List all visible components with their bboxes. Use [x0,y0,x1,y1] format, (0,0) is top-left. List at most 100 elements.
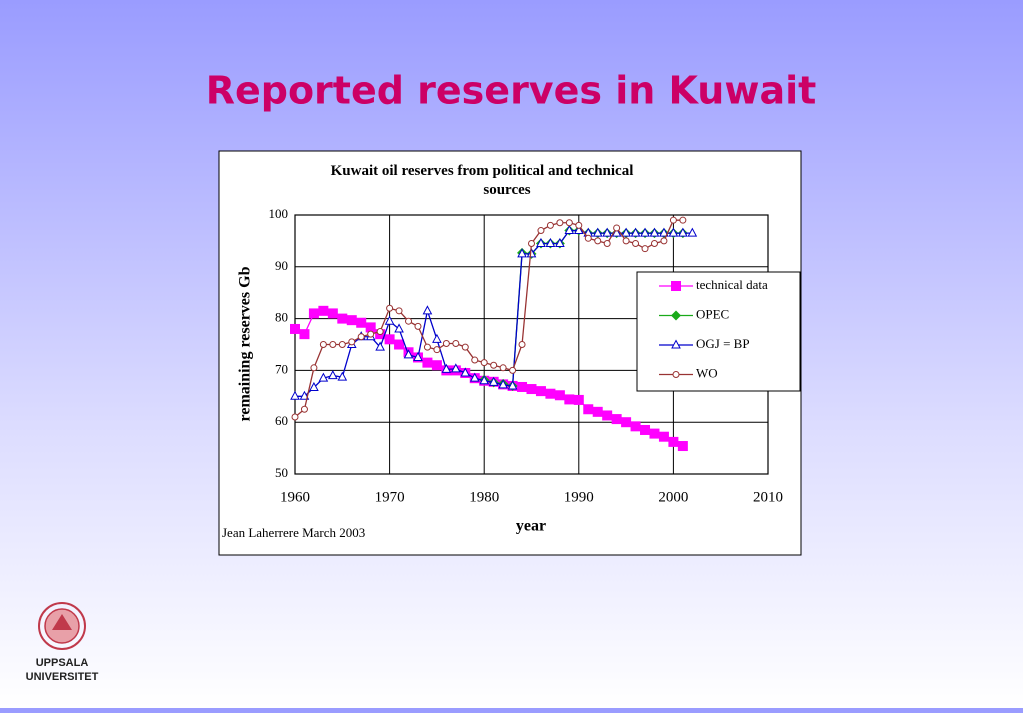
marker [669,216,677,224]
logo-text: UNIVERSITET [26,671,99,683]
x-tick-label: 1980 [469,489,499,505]
legend-box [636,271,801,392]
marker [348,338,356,346]
marker [309,381,319,391]
marker [564,224,575,235]
marker [518,341,526,348]
y-tick-label: 70 [275,361,288,376]
marker [641,245,649,253]
marker [328,370,338,380]
marker [375,341,385,351]
marker [290,390,300,400]
legend-marker [671,310,681,321]
marker [535,386,546,397]
marker [526,248,537,258]
marker [423,343,431,351]
marker [413,351,423,361]
marker [545,388,556,399]
legend-label: OPEC [696,306,729,321]
marker [290,323,300,334]
logo-text: UPPSALA [36,657,89,669]
marker [602,227,613,237]
legend-marker [671,339,681,349]
marker [498,379,508,389]
x-tick-label: 1970 [375,489,405,505]
marker [337,313,348,324]
legend-marker [672,371,680,378]
marker [592,406,603,417]
marker [640,424,651,435]
marker [461,343,469,351]
marker [403,349,414,359]
marker [357,333,365,341]
marker [659,227,669,237]
marker [509,366,517,374]
marker [394,339,405,350]
marker [575,221,583,229]
legend-marker [671,281,681,291]
marker [640,227,650,237]
logo: UPPSALA UNIVERSITET [26,602,99,683]
legend-label: technical data [696,277,768,292]
marker [433,346,441,354]
marker [308,308,319,319]
marker [649,227,660,237]
marker [565,219,573,227]
marker [556,219,564,227]
marker [584,234,592,242]
marker [677,441,688,452]
marker [367,330,375,338]
series [291,216,687,421]
marker [564,394,575,405]
marker [384,334,395,345]
x-tick-label: 1990 [564,489,594,505]
marker [395,307,403,315]
marker [507,380,518,390]
legend-label: OGJ = BP [696,336,750,351]
marker [526,384,537,395]
marker [356,317,367,328]
y-tick-label: 50 [275,465,288,480]
marker [622,237,630,245]
marker [555,237,565,247]
slide-title: Reported reserves in Kuwait [206,69,817,113]
marker [573,394,584,405]
marker [658,431,669,442]
marker [528,239,535,247]
marker [488,376,499,386]
marker [291,413,299,421]
marker [679,216,687,224]
chart-note: Jean Laherrere March 2003 [222,525,365,540]
marker [431,360,442,371]
marker [621,417,632,428]
marker [327,308,338,319]
marker [546,221,554,229]
marker [365,322,376,333]
marker [422,305,433,315]
marker [602,410,613,421]
marker [471,356,479,364]
y-tick-label: 60 [275,413,288,428]
marker [650,239,658,247]
marker [668,227,679,237]
marker [613,224,621,232]
marker [414,322,422,330]
marker [442,339,450,347]
marker [603,239,611,247]
marker [450,363,461,373]
marker [499,364,507,372]
marker [376,328,384,336]
y-tick-label: 100 [269,206,289,221]
marker [621,227,631,237]
x-axis-label: year [516,518,546,535]
marker [441,363,452,373]
marker [452,339,460,347]
marker [329,341,337,348]
marker [668,436,679,447]
marker [594,237,602,245]
marker [660,237,668,245]
y-axis-label: remaining reserves Gb [237,266,254,421]
x-tick-label: 2000 [658,489,688,505]
marker [678,227,688,237]
